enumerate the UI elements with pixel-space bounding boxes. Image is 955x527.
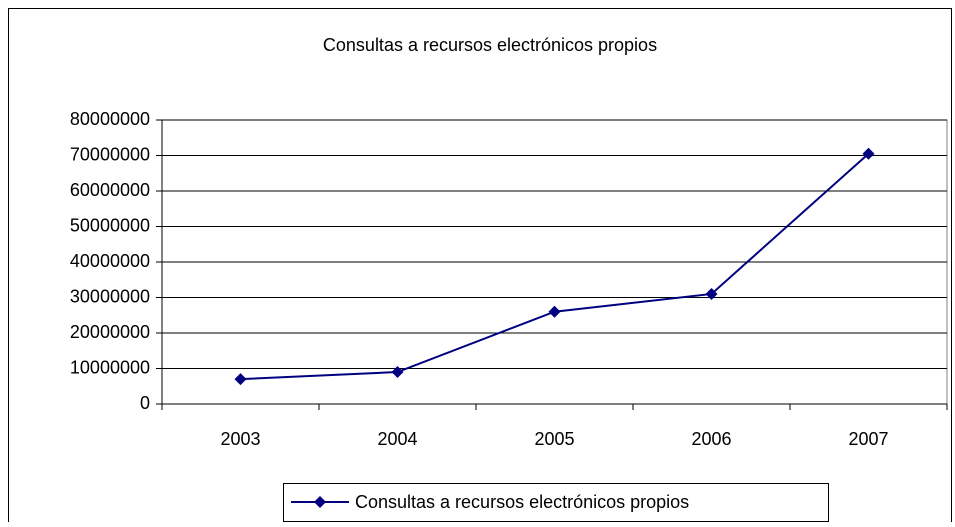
data-point	[391, 366, 404, 379]
data-point	[548, 305, 561, 318]
x-tick-label: 2007	[848, 429, 888, 449]
y-tick-label: 60000000	[70, 180, 150, 200]
legend	[283, 483, 829, 522]
y-tick-label: 30000000	[70, 286, 150, 306]
y-tick-label: 10000000	[70, 357, 150, 377]
data-point	[234, 373, 247, 386]
data-point	[705, 287, 718, 300]
legend-label: Consultas a recursos electrónicos propio…	[355, 492, 689, 512]
y-tick-label: 0	[140, 393, 150, 413]
chart-title: Consultas a recursos electrónicos propio…	[323, 35, 657, 55]
legend-marker	[314, 496, 326, 508]
y-tick-label: 80000000	[70, 109, 150, 129]
x-tick-label: 2006	[691, 429, 731, 449]
y-tick-label: 40000000	[70, 251, 150, 271]
x-tick-label: 2004	[377, 429, 417, 449]
y-tick-label: 20000000	[70, 322, 150, 342]
x-tick-label: 2005	[534, 429, 574, 449]
y-tick-label: 50000000	[70, 215, 150, 235]
x-tick-label: 2003	[220, 429, 260, 449]
y-tick-label: 70000000	[70, 144, 150, 164]
data-point	[862, 147, 875, 160]
